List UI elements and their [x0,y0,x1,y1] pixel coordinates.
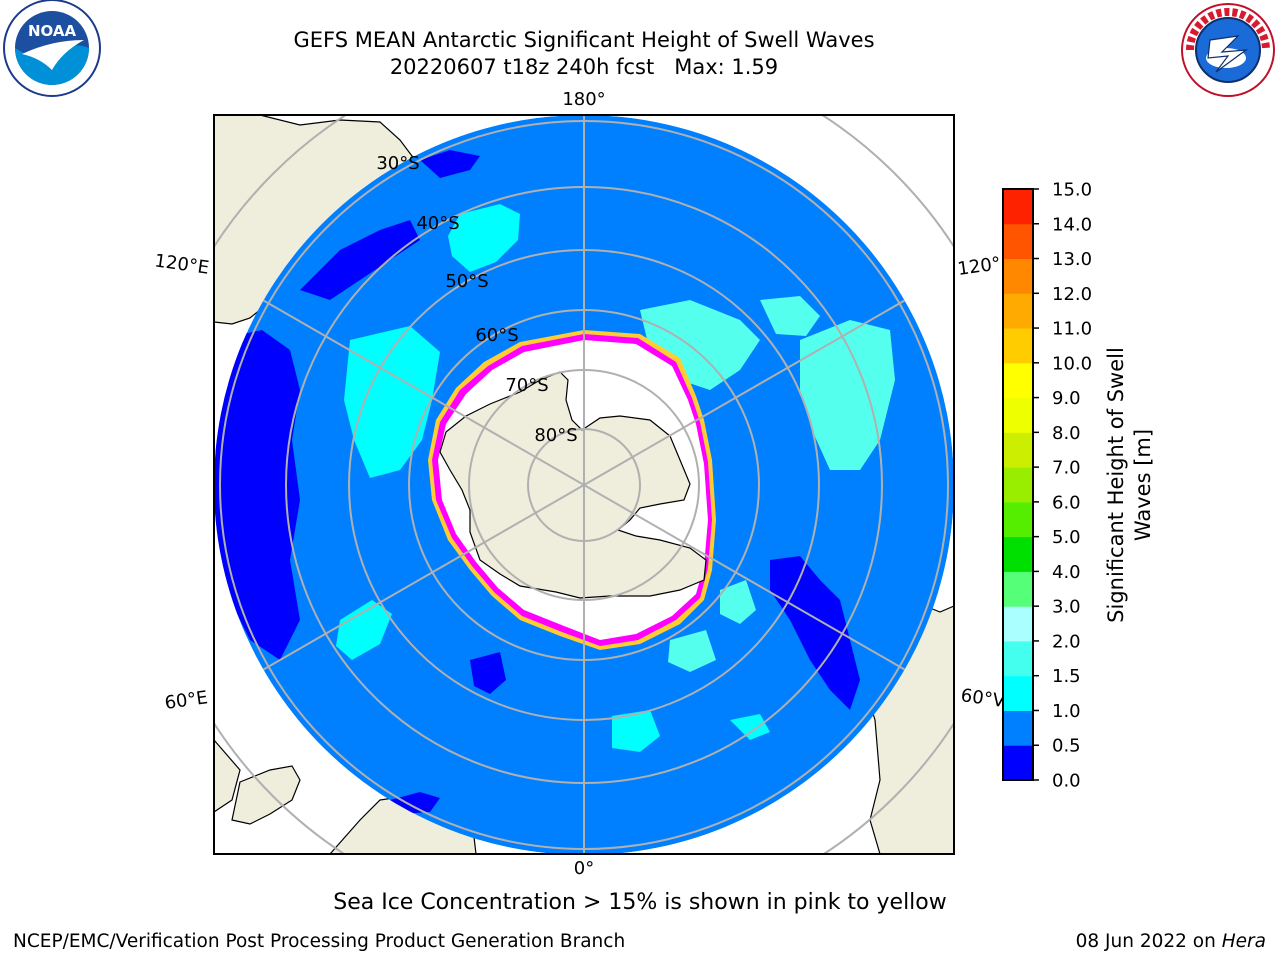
swell-mid-region-6 [336,600,392,660]
land-africa-west [214,739,241,813]
colorbar-frame [1002,188,1034,781]
swell-field [214,115,954,854]
colorbar-tick-label: 6.0 [1052,492,1081,513]
footer-machine: Hera [1221,931,1266,952]
colorbar-tick-label: 11.0 [1052,319,1092,340]
colorbar-tick-label: 0.0 [1052,771,1081,792]
colorbar-tick-label: 3.0 [1052,597,1081,618]
colorbar-segment [1003,745,1033,781]
lon-label-0: 0° [574,858,594,879]
swell-low-region-aus [300,220,420,300]
noaa-logo-icon: NOAA [3,0,101,97]
land-africa-madagascar [231,765,301,825]
colorbar-tick-label: 4.0 [1052,562,1081,583]
colorbar-tick-label: 12.0 [1052,284,1092,305]
swell-mid-region-8 [668,630,716,672]
swell-low-region-nz [420,150,480,178]
swell-mid-region-2 [344,326,440,478]
colorbar-tick-label: 14.0 [1052,214,1092,235]
footer-date-text: 08 Jun 2022 on [1075,931,1222,952]
colorbar-tick-label: 5.0 [1052,527,1081,548]
colorbar-segment [1003,571,1033,607]
footer-credit: NCEP/EMC/Verification Post Processing Pr… [13,931,626,952]
colorbar-segment [1003,432,1033,468]
lat-label-80s: 80°S [534,425,577,446]
swell-mid-region-7 [612,710,660,752]
colorbar-tick-label: 15.0 [1052,180,1092,201]
swell-mid-region-1 [448,204,520,272]
map-area [214,115,954,854]
colorbar-segment [1003,293,1033,329]
colorbar-label-line2: Waves [m] [1131,429,1155,541]
nws-logo-icon [1181,3,1275,97]
colorbar-tick-label: 7.0 [1052,458,1081,479]
swell-mid-region-5 [760,296,820,336]
colorbar-segment [1003,258,1033,294]
lat-label-60s: 60°S [475,325,518,346]
lat-label-30s: 30°S [376,153,419,174]
swell-low-region-west [214,330,300,660]
colorbar-segment [1003,501,1033,538]
colorbar-segment [1003,467,1033,503]
chart-title: GEFS MEAN Antarctic Significant Height o… [293,28,875,52]
lat-label-70s: 70°S [505,375,548,396]
swell-mid-region-10 [730,714,770,740]
colorbar-label-line1: Significant Height of Swell [1104,347,1128,623]
colorbar-segment [1003,328,1033,364]
colorbar-tick-label: 1.5 [1052,666,1081,687]
colorbar-segment [1003,710,1033,746]
colorbar-segment [1003,223,1033,260]
lon-label-60e: 60°E [163,687,209,714]
lat-label-50s: 50°S [445,271,488,292]
colorbar-segment [1003,536,1033,572]
colorbar-segment [1003,606,1033,642]
colorbar-tick-label: 2.0 [1052,631,1081,652]
colorbar-tick-label: 13.0 [1052,249,1092,270]
colorbar-tick-label: 9.0 [1052,388,1081,409]
chart-subtitle: 20220607 t18z 240h fcst Max: 1.59 [389,55,779,79]
noaa-logo-text: NOAA [28,22,77,40]
colorbar-tick-label: 1.0 [1052,701,1081,722]
swell-mid-region-4 [800,320,895,470]
colorbar-segment [1003,640,1033,677]
land-antarctica [439,371,707,599]
lon-label-120w: 120° [956,253,1002,280]
colorbar-segment [1003,675,1033,711]
lat-label-40s: 40°S [416,213,459,234]
sea-ice-note: Sea Ice Concentration > 15% is shown in … [333,890,947,915]
lon-label-120e: 120°E [153,250,210,278]
map-frame [213,114,955,855]
swell-low-region-south [470,652,506,694]
lon-label-60w: 60°V [959,685,1006,712]
swell-mid-region-9 [720,580,756,624]
colorbar: 0.0 0.5 1.0 1.5 2.0 3.0 4.0 5.0 6.0 7.0 8.0 9.0 10.0… [1002,180,1092,792]
colorbar-tick-label: 0.5 [1052,736,1081,757]
colorbar-tick-label: 10.0 [1052,353,1092,374]
colorbar-segment [1003,362,1033,399]
footer-date: 08 Jun 2022 on Hera [1076,931,1266,952]
longitude-lines [214,115,954,854]
lon-label-180: 180° [562,89,605,110]
colorbar-tick-label: 8.0 [1052,423,1081,444]
colorbar-segment [1003,189,1033,225]
colorbar-segment [1003,397,1033,433]
